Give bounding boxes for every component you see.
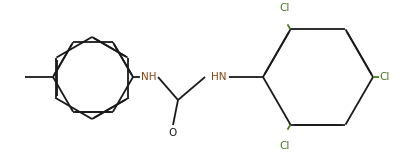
Text: Cl: Cl	[279, 141, 290, 151]
Text: NH: NH	[141, 72, 157, 82]
Text: HN: HN	[211, 72, 227, 82]
Text: Cl: Cl	[279, 3, 290, 13]
Text: Cl: Cl	[379, 72, 389, 82]
Text: O: O	[169, 128, 177, 138]
